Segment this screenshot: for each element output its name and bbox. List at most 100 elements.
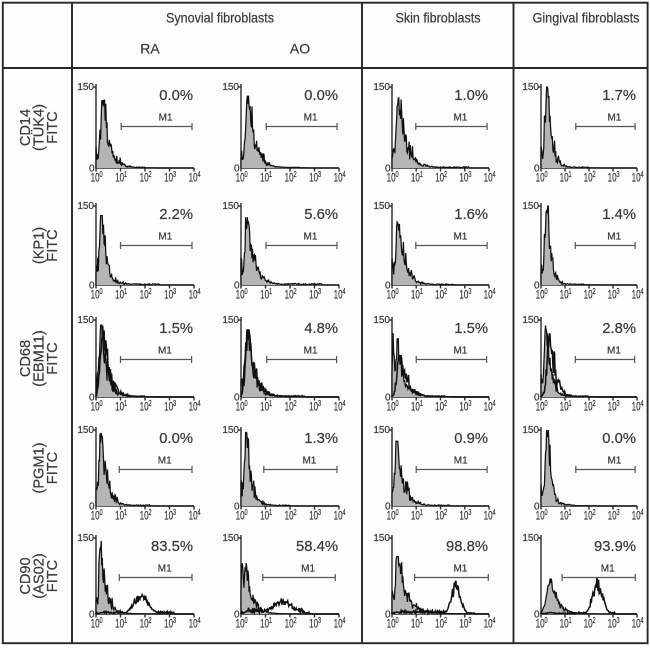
svg-text:M1: M1 (304, 113, 318, 124)
svg-text:1.0%: 1.0% (454, 88, 488, 104)
svg-text:0: 0 (534, 163, 540, 174)
svg-text:100: 100 (536, 617, 548, 631)
svg-text:0.0%: 0.0% (159, 431, 193, 447)
svg-text:104: 104 (484, 171, 496, 185)
svg-text:0: 0 (385, 280, 391, 291)
svg-text:150: 150 (77, 533, 94, 544)
svg-text:2.2%: 2.2% (159, 207, 193, 223)
svg-text:FITC: FITC (45, 111, 61, 143)
svg-text:150: 150 (222, 533, 239, 544)
svg-text:0: 0 (234, 392, 240, 403)
svg-text:0: 0 (89, 280, 95, 291)
svg-text:CD68: CD68 (18, 340, 34, 377)
svg-text:150: 150 (373, 533, 390, 544)
svg-text:Skin fibroblasts: Skin fibroblasts (396, 10, 481, 26)
svg-text:M1: M1 (158, 232, 172, 243)
svg-text:1.6%: 1.6% (454, 207, 488, 223)
svg-text:M1: M1 (607, 346, 621, 357)
svg-text:M1: M1 (159, 113, 173, 124)
svg-text:150: 150 (522, 533, 539, 544)
svg-text:M1: M1 (453, 113, 467, 124)
svg-text:(PGM1): (PGM1) (32, 442, 48, 493)
svg-text:5.6%: 5.6% (304, 207, 338, 223)
svg-text:0: 0 (234, 501, 240, 512)
svg-text:150: 150 (77, 82, 94, 93)
svg-text:M1: M1 (601, 564, 615, 575)
svg-text:83.5%: 83.5% (151, 539, 193, 555)
svg-text:(KP1): (KP1) (32, 227, 48, 264)
svg-text:150: 150 (222, 315, 239, 326)
svg-text:4.8%: 4.8% (304, 321, 338, 337)
svg-text:150: 150 (77, 201, 94, 212)
svg-text:150: 150 (222, 425, 239, 436)
svg-text:M1: M1 (158, 346, 172, 357)
svg-text:1.4%: 1.4% (602, 207, 636, 223)
svg-text:Synovial fibroblasts: Synovial fibroblasts (166, 10, 274, 26)
svg-text:M1: M1 (453, 346, 467, 357)
svg-text:(AS02): (AS02) (32, 553, 48, 598)
svg-text:1.5%: 1.5% (454, 321, 488, 337)
svg-text:FITC: FITC (45, 452, 61, 484)
svg-text:0: 0 (234, 609, 240, 620)
svg-text:0: 0 (234, 280, 240, 291)
svg-text:AO: AO (290, 41, 310, 57)
svg-text:2.8%: 2.8% (602, 321, 636, 337)
svg-text:(EBM11): (EBM11) (32, 330, 48, 387)
svg-text:M1: M1 (607, 113, 621, 124)
svg-text:0: 0 (534, 609, 540, 620)
svg-text:0: 0 (385, 163, 391, 174)
svg-text:0: 0 (89, 163, 95, 174)
svg-text:M1: M1 (607, 456, 621, 467)
svg-text:150: 150 (522, 201, 539, 212)
svg-text:98.8%: 98.8% (446, 539, 488, 555)
svg-text:Gingival fibroblasts: Gingival fibroblasts (533, 10, 640, 26)
svg-text:58.4%: 58.4% (296, 539, 338, 555)
svg-text:RA: RA (140, 41, 160, 57)
svg-text:150: 150 (77, 425, 94, 436)
svg-text:150: 150 (77, 315, 94, 326)
svg-text:0: 0 (534, 501, 540, 512)
svg-text:150: 150 (222, 201, 239, 212)
svg-text:M1: M1 (304, 346, 318, 357)
svg-text:0: 0 (385, 609, 391, 620)
svg-text:FITC: FITC (45, 229, 61, 261)
svg-text:M1: M1 (453, 564, 467, 575)
svg-text:1.5%: 1.5% (159, 321, 193, 337)
svg-text:93.9%: 93.9% (594, 539, 636, 555)
svg-text:0: 0 (89, 609, 95, 620)
svg-text:0: 0 (89, 392, 95, 403)
svg-text:M1: M1 (607, 232, 621, 243)
svg-text:(TÜK4): (TÜK4) (30, 104, 48, 151)
svg-text:150: 150 (522, 82, 539, 93)
svg-text:104: 104 (334, 288, 346, 302)
svg-text:0: 0 (385, 501, 391, 512)
svg-text:0: 0 (385, 392, 391, 403)
svg-text:150: 150 (522, 425, 539, 436)
svg-text:M1: M1 (453, 232, 467, 243)
svg-text:1.7%: 1.7% (602, 88, 636, 104)
svg-text:0: 0 (89, 501, 95, 512)
svg-text:0.0%: 0.0% (304, 88, 338, 104)
svg-text:103: 103 (459, 171, 471, 185)
svg-text:CD90: CD90 (18, 557, 34, 594)
svg-text:M1: M1 (302, 456, 316, 467)
svg-text:0.0%: 0.0% (602, 431, 636, 447)
svg-text:CD14: CD14 (18, 109, 34, 146)
svg-text:0.9%: 0.9% (454, 431, 488, 447)
svg-text:150: 150 (222, 82, 239, 93)
svg-text:150: 150 (373, 82, 390, 93)
svg-text:M1: M1 (158, 456, 172, 467)
svg-text:0: 0 (534, 280, 540, 291)
svg-text:1.3%: 1.3% (304, 431, 338, 447)
svg-text:M1: M1 (304, 232, 318, 243)
svg-text:150: 150 (373, 425, 390, 436)
svg-text:FITC: FITC (45, 560, 61, 592)
svg-text:150: 150 (373, 315, 390, 326)
svg-text:0.0%: 0.0% (159, 88, 193, 104)
svg-text:M1: M1 (454, 456, 468, 467)
svg-text:150: 150 (373, 201, 390, 212)
svg-text:M1: M1 (158, 564, 172, 575)
svg-text:150: 150 (522, 315, 539, 326)
svg-text:FITC: FITC (45, 342, 61, 374)
svg-text:103: 103 (459, 400, 471, 414)
